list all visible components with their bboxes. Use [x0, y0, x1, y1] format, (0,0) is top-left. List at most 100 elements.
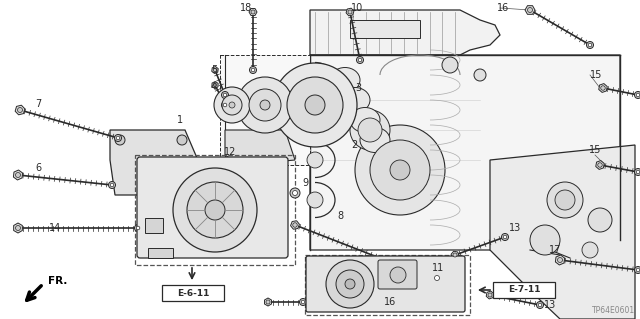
Text: 13: 13: [509, 223, 521, 233]
Polygon shape: [110, 130, 200, 195]
Circle shape: [370, 140, 430, 200]
Circle shape: [15, 226, 20, 231]
Circle shape: [601, 86, 605, 90]
Circle shape: [251, 68, 255, 72]
Circle shape: [527, 8, 532, 12]
Circle shape: [109, 182, 115, 189]
Text: 11: 11: [432, 263, 444, 273]
Text: 1: 1: [177, 115, 183, 125]
Text: 3: 3: [355, 83, 361, 93]
Circle shape: [390, 160, 410, 180]
Circle shape: [634, 92, 640, 99]
Bar: [148, 248, 173, 258]
Circle shape: [237, 77, 293, 133]
Text: 13: 13: [544, 300, 556, 310]
Circle shape: [432, 273, 442, 283]
Polygon shape: [249, 9, 257, 15]
Circle shape: [336, 270, 364, 298]
Circle shape: [115, 135, 122, 142]
Circle shape: [307, 112, 323, 128]
Circle shape: [292, 190, 298, 196]
Circle shape: [222, 95, 242, 115]
Circle shape: [387, 258, 394, 265]
Text: 5: 5: [211, 65, 217, 75]
Ellipse shape: [360, 128, 390, 152]
Circle shape: [221, 101, 228, 108]
Circle shape: [634, 168, 640, 175]
Circle shape: [588, 208, 612, 232]
Polygon shape: [346, 8, 354, 16]
Circle shape: [307, 152, 323, 168]
Circle shape: [229, 102, 235, 108]
Bar: [350, 20, 420, 38]
Circle shape: [250, 66, 257, 73]
Bar: [135, 155, 295, 265]
Circle shape: [453, 253, 457, 257]
Circle shape: [350, 110, 390, 150]
Text: 10: 10: [351, 3, 363, 13]
Text: 4: 4: [211, 82, 217, 92]
Circle shape: [287, 77, 343, 133]
Polygon shape: [486, 291, 494, 299]
FancyBboxPatch shape: [306, 256, 465, 312]
Circle shape: [348, 10, 352, 14]
Polygon shape: [525, 6, 535, 14]
Circle shape: [15, 173, 20, 177]
Circle shape: [636, 93, 640, 97]
Circle shape: [292, 223, 297, 227]
Text: 14: 14: [49, 223, 61, 233]
Circle shape: [538, 303, 542, 307]
Polygon shape: [310, 10, 500, 55]
Circle shape: [177, 135, 187, 145]
Circle shape: [598, 163, 602, 167]
Circle shape: [345, 279, 355, 289]
Circle shape: [358, 58, 362, 62]
Circle shape: [115, 135, 125, 145]
Circle shape: [305, 95, 325, 115]
Circle shape: [488, 293, 492, 297]
Bar: [162, 285, 224, 301]
Text: E-6-11: E-6-11: [177, 288, 209, 298]
Bar: [145, 218, 163, 233]
Circle shape: [355, 125, 445, 215]
Circle shape: [276, 182, 284, 189]
Circle shape: [502, 234, 509, 241]
Polygon shape: [13, 170, 22, 180]
Text: FR.: FR.: [48, 276, 68, 286]
Polygon shape: [193, 159, 202, 167]
Bar: [220, 55, 310, 165]
Text: 6: 6: [35, 163, 41, 173]
Circle shape: [110, 183, 114, 187]
Circle shape: [187, 182, 243, 238]
Circle shape: [636, 170, 640, 174]
Circle shape: [586, 41, 593, 48]
Circle shape: [358, 118, 382, 142]
Text: 16: 16: [497, 3, 509, 13]
Circle shape: [173, 168, 257, 252]
Circle shape: [300, 299, 307, 306]
Circle shape: [205, 200, 225, 220]
Circle shape: [116, 136, 120, 140]
Circle shape: [435, 276, 440, 280]
Circle shape: [555, 190, 575, 210]
Circle shape: [307, 72, 323, 88]
Circle shape: [223, 103, 227, 107]
Circle shape: [214, 87, 250, 123]
Circle shape: [195, 161, 199, 165]
Text: E-7-11: E-7-11: [508, 286, 540, 294]
FancyBboxPatch shape: [137, 157, 288, 258]
Circle shape: [278, 183, 282, 187]
Polygon shape: [291, 221, 300, 229]
Circle shape: [221, 92, 228, 99]
Circle shape: [213, 83, 217, 87]
FancyBboxPatch shape: [378, 260, 417, 289]
Text: 18: 18: [240, 3, 252, 13]
Polygon shape: [13, 223, 22, 233]
Polygon shape: [225, 130, 295, 165]
Circle shape: [442, 57, 458, 73]
Text: 15: 15: [589, 145, 601, 155]
Circle shape: [290, 188, 300, 198]
Text: 9: 9: [302, 178, 308, 188]
Circle shape: [136, 226, 140, 230]
Circle shape: [326, 260, 374, 308]
